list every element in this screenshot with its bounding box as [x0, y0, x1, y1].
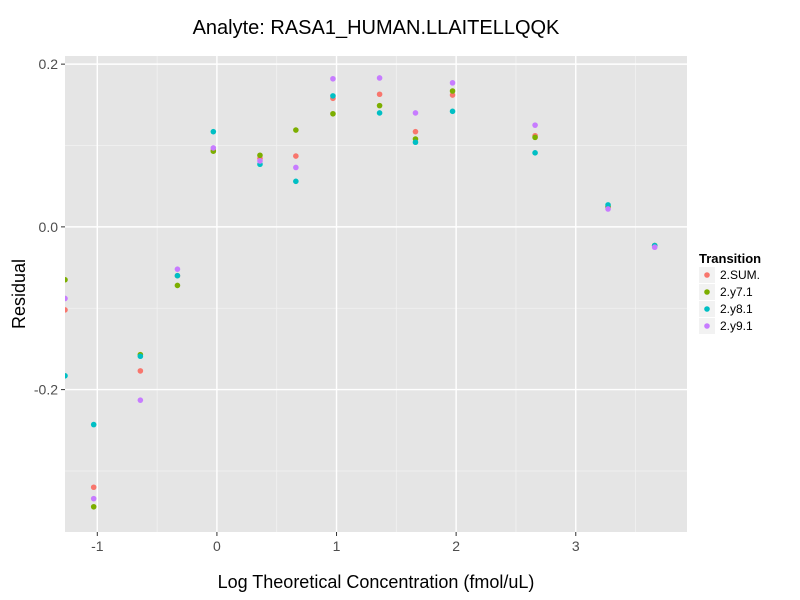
x-tick-label: -1 — [91, 538, 104, 554]
data-point — [376, 110, 383, 116]
x-axis-title: Log Theoretical Concentration (fmol/uL) — [218, 572, 535, 592]
data-point — [330, 110, 336, 117]
data-point — [449, 80, 456, 86]
data-point — [330, 93, 336, 99]
data-point — [412, 128, 419, 135]
legend-key — [704, 306, 710, 312]
plot-panel — [65, 56, 687, 532]
data-point — [257, 158, 263, 164]
x-axis-ticks: -1 0 1 2 3 — [91, 532, 580, 554]
data-point — [376, 102, 383, 109]
legend-label: 2.SUM. — [720, 268, 760, 282]
legend: Transition 2.SUM. 2.y7.1 2.y8.1 2.y9.1 — [699, 251, 761, 334]
y-axis-ticks: -0.2 0.0 0.2 — [34, 56, 65, 398]
data-point — [137, 353, 144, 360]
legend-label: 2.y8.1 — [720, 302, 753, 316]
data-point — [65, 276, 68, 283]
minor-gridlines — [65, 56, 687, 532]
data-point — [210, 128, 217, 135]
data-point — [532, 150, 538, 156]
data-point — [293, 127, 299, 133]
data-point — [137, 368, 144, 374]
legend-key — [704, 272, 710, 278]
data-point — [605, 206, 611, 212]
data-point — [449, 88, 456, 94]
data-point — [293, 178, 299, 185]
data-point — [449, 108, 456, 115]
data-point — [449, 92, 456, 98]
data-point — [210, 145, 217, 151]
data-point — [293, 164, 299, 171]
x-tick-label: 2 — [452, 538, 460, 554]
data-point — [174, 282, 181, 289]
y-tick-label: 0.2 — [39, 56, 59, 72]
data-point — [65, 295, 68, 302]
data-point — [65, 307, 68, 313]
data-point — [605, 202, 611, 208]
x-tick-label: 3 — [572, 538, 580, 554]
legend-key — [704, 289, 710, 295]
data-point — [90, 421, 97, 428]
legend-label: 2.y9.1 — [720, 319, 753, 333]
x-tick-label: 1 — [333, 538, 341, 554]
x-tick-label: 0 — [213, 538, 221, 554]
data-point — [293, 153, 299, 159]
major-gridlines — [65, 56, 687, 532]
legend-key — [704, 323, 710, 329]
chart-title: Analyte: RASA1_HUMAN.LLAITELLQQK — [193, 17, 560, 39]
legend-label: 2.y7.1 — [720, 285, 753, 299]
data-point — [174, 272, 181, 279]
y-tick-label: 0.0 — [39, 219, 59, 235]
data-point — [376, 91, 383, 98]
data-point — [90, 484, 97, 491]
data-point — [65, 372, 68, 379]
data-point — [90, 495, 97, 502]
data-points — [65, 75, 658, 510]
data-point — [257, 152, 263, 159]
data-point — [532, 122, 538, 128]
legend-title: Transition — [699, 251, 761, 266]
y-axis-title: Residual — [9, 259, 29, 329]
data-point — [174, 266, 181, 272]
data-point — [376, 75, 383, 81]
data-point — [330, 75, 336, 82]
data-point — [412, 139, 419, 146]
data-point — [137, 397, 144, 403]
data-point — [651, 244, 658, 251]
y-tick-label: -0.2 — [34, 382, 58, 398]
data-point — [532, 134, 538, 141]
data-point — [412, 110, 419, 116]
data-point — [90, 503, 97, 510]
